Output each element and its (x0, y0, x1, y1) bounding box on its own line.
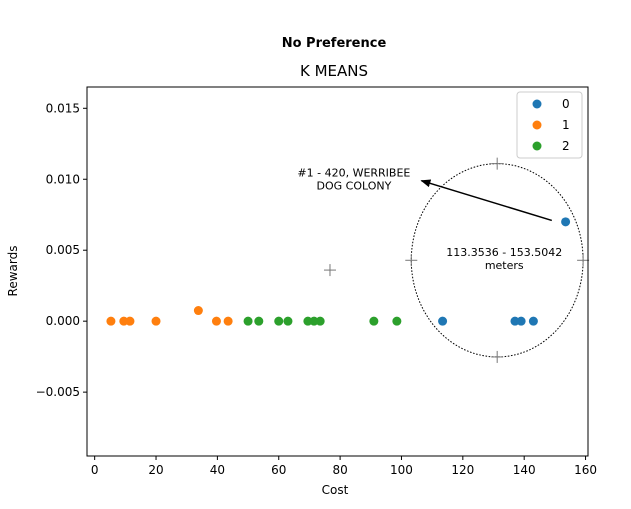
annotation-arrow (420, 179, 553, 222)
y-tick-label: 0.010 (46, 172, 80, 186)
cluster-0-point (516, 316, 526, 326)
y-axis-label: Rewards (6, 246, 20, 297)
cluster-2-point (392, 316, 402, 326)
x-tick-label: 120 (451, 463, 474, 477)
cluster-0-point (528, 316, 538, 326)
y-tick-label: −0.005 (36, 385, 80, 399)
cluster-1-point (106, 316, 116, 326)
cluster-1-point (223, 316, 233, 326)
legend-marker-0 (532, 99, 542, 109)
x-tick-label: 60 (271, 463, 286, 477)
y-tick-label: 0.015 (46, 101, 80, 115)
legend-box (516, 91, 583, 159)
y-tick-label: 0.000 (46, 314, 80, 328)
x-tick-label: 40 (210, 463, 225, 477)
chart-title: K MEANS (300, 62, 368, 80)
cluster-1-point (193, 306, 203, 316)
location-annotation: #1 - 420, WERRIBEE DOG COLONY (297, 166, 553, 222)
crosshair-markers (323, 157, 590, 363)
legend-marker-2 (532, 141, 542, 151)
legend-label-0: 0 (562, 97, 570, 111)
annotation-distance-line2: meters (485, 259, 524, 272)
annotation-distance-line1: 113.3536 - 153.5042 (446, 246, 562, 259)
axes-ticks: 0 20 40 60 80 100 120 140 160 −0.005 0.000 0.005 0.0… (36, 101, 597, 477)
cluster-1-point (125, 316, 135, 326)
x-tick-label: 160 (574, 463, 597, 477)
cluster-0-point (438, 316, 448, 326)
x-tick-label: 100 (390, 463, 413, 477)
plot-frame (86, 86, 589, 457)
cluster-2-point (369, 316, 379, 326)
x-axis-label: Cost (322, 483, 349, 497)
x-tick-label: 80 (332, 463, 347, 477)
annotation-location-line2: DOG COLONY (316, 179, 391, 192)
x-tick-label: 0 (91, 463, 99, 477)
legend: 0 1 2 (516, 91, 583, 159)
cluster-2-point (274, 316, 284, 326)
legend-label-2: 2 (562, 139, 570, 153)
x-tick-label: 20 (148, 463, 163, 477)
cluster-2-point (243, 316, 253, 326)
legend-label-1: 1 (562, 118, 570, 132)
legend-marker-1 (532, 120, 542, 130)
cluster-2-point (283, 316, 293, 326)
y-tick-label: 0.005 (46, 243, 80, 257)
scatter-points (106, 217, 571, 326)
cluster-1-point (211, 316, 221, 326)
cluster-2-point (315, 316, 325, 326)
cluster-0-point (561, 217, 571, 227)
x-tick-label: 140 (513, 463, 536, 477)
cluster-1-point (151, 316, 161, 326)
preference-heading: No Preference (282, 36, 387, 51)
cluster-2-point (254, 316, 264, 326)
annotation-location-line1: #1 - 420, WERRIBEE (297, 166, 410, 179)
distance-annotation: 113.3536 - 153.5042 meters (446, 246, 562, 272)
